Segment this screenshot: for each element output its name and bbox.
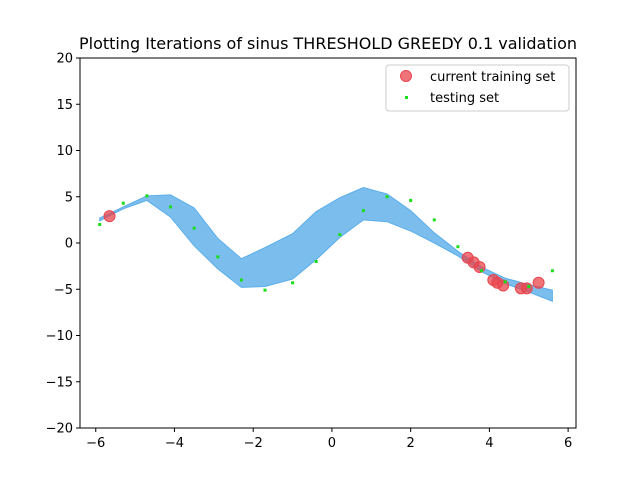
testing-point bbox=[480, 269, 484, 273]
y-axis: −20 −15 −10 −5 0 5 10 15 20 bbox=[46, 52, 80, 437]
legend-marker-training bbox=[400, 70, 412, 82]
x-tick-label: −4 bbox=[165, 436, 184, 451]
chart-title: Plotting Iterations of sinus THRESHOLD G… bbox=[79, 34, 577, 53]
training-point bbox=[520, 282, 533, 295]
y-tick-label: −15 bbox=[46, 375, 73, 390]
y-tick-label: 5 bbox=[65, 190, 73, 205]
legend: current training set testing set bbox=[385, 64, 570, 112]
x-tick-label: 0 bbox=[328, 436, 336, 451]
testing-point bbox=[98, 223, 102, 226]
testing-point bbox=[216, 255, 220, 259]
x-tick-label: −6 bbox=[86, 436, 105, 451]
y-tick-label: 20 bbox=[56, 52, 73, 67]
testing-point bbox=[192, 226, 196, 230]
testing-point bbox=[291, 281, 295, 285]
x-tick-label: −2 bbox=[244, 436, 263, 451]
testing-point bbox=[550, 269, 554, 273]
plot-area bbox=[98, 186, 554, 303]
legend-label-testing: testing set bbox=[430, 91, 499, 106]
training-point bbox=[473, 261, 486, 274]
testing-point bbox=[145, 194, 149, 198]
y-tick-label: −10 bbox=[46, 329, 73, 344]
testing-point bbox=[263, 288, 267, 292]
training-point bbox=[532, 276, 545, 289]
testing-point bbox=[361, 209, 365, 213]
testing-point bbox=[385, 195, 389, 199]
x-tick-label: 4 bbox=[485, 436, 493, 451]
y-tick-label: 15 bbox=[56, 98, 73, 113]
testing-point bbox=[456, 245, 460, 249]
legend-marker-testing bbox=[405, 96, 408, 99]
confidence-band bbox=[99, 186, 553, 303]
training-point bbox=[103, 210, 116, 223]
testing-point bbox=[409, 198, 413, 202]
legend-label-training: current training set bbox=[430, 70, 555, 85]
testing-point bbox=[527, 284, 531, 288]
x-tick-label: 2 bbox=[407, 436, 415, 451]
testing-point bbox=[239, 278, 243, 282]
testing-point bbox=[169, 205, 173, 209]
y-tick-label: 0 bbox=[65, 237, 73, 252]
testing-point bbox=[121, 201, 125, 205]
legend-box bbox=[385, 64, 570, 112]
x-tick-label: 6 bbox=[564, 436, 572, 451]
testing-point bbox=[338, 233, 342, 237]
y-tick-label: −20 bbox=[46, 422, 73, 437]
testing-point bbox=[503, 280, 507, 284]
testing-point bbox=[432, 218, 436, 222]
x-axis: −6 −4 −2 0 2 4 6 bbox=[86, 428, 572, 451]
y-tick-label: −5 bbox=[54, 283, 73, 298]
y-tick-label: 10 bbox=[56, 144, 73, 159]
training-point bbox=[497, 279, 510, 292]
testing-point bbox=[314, 260, 318, 263]
